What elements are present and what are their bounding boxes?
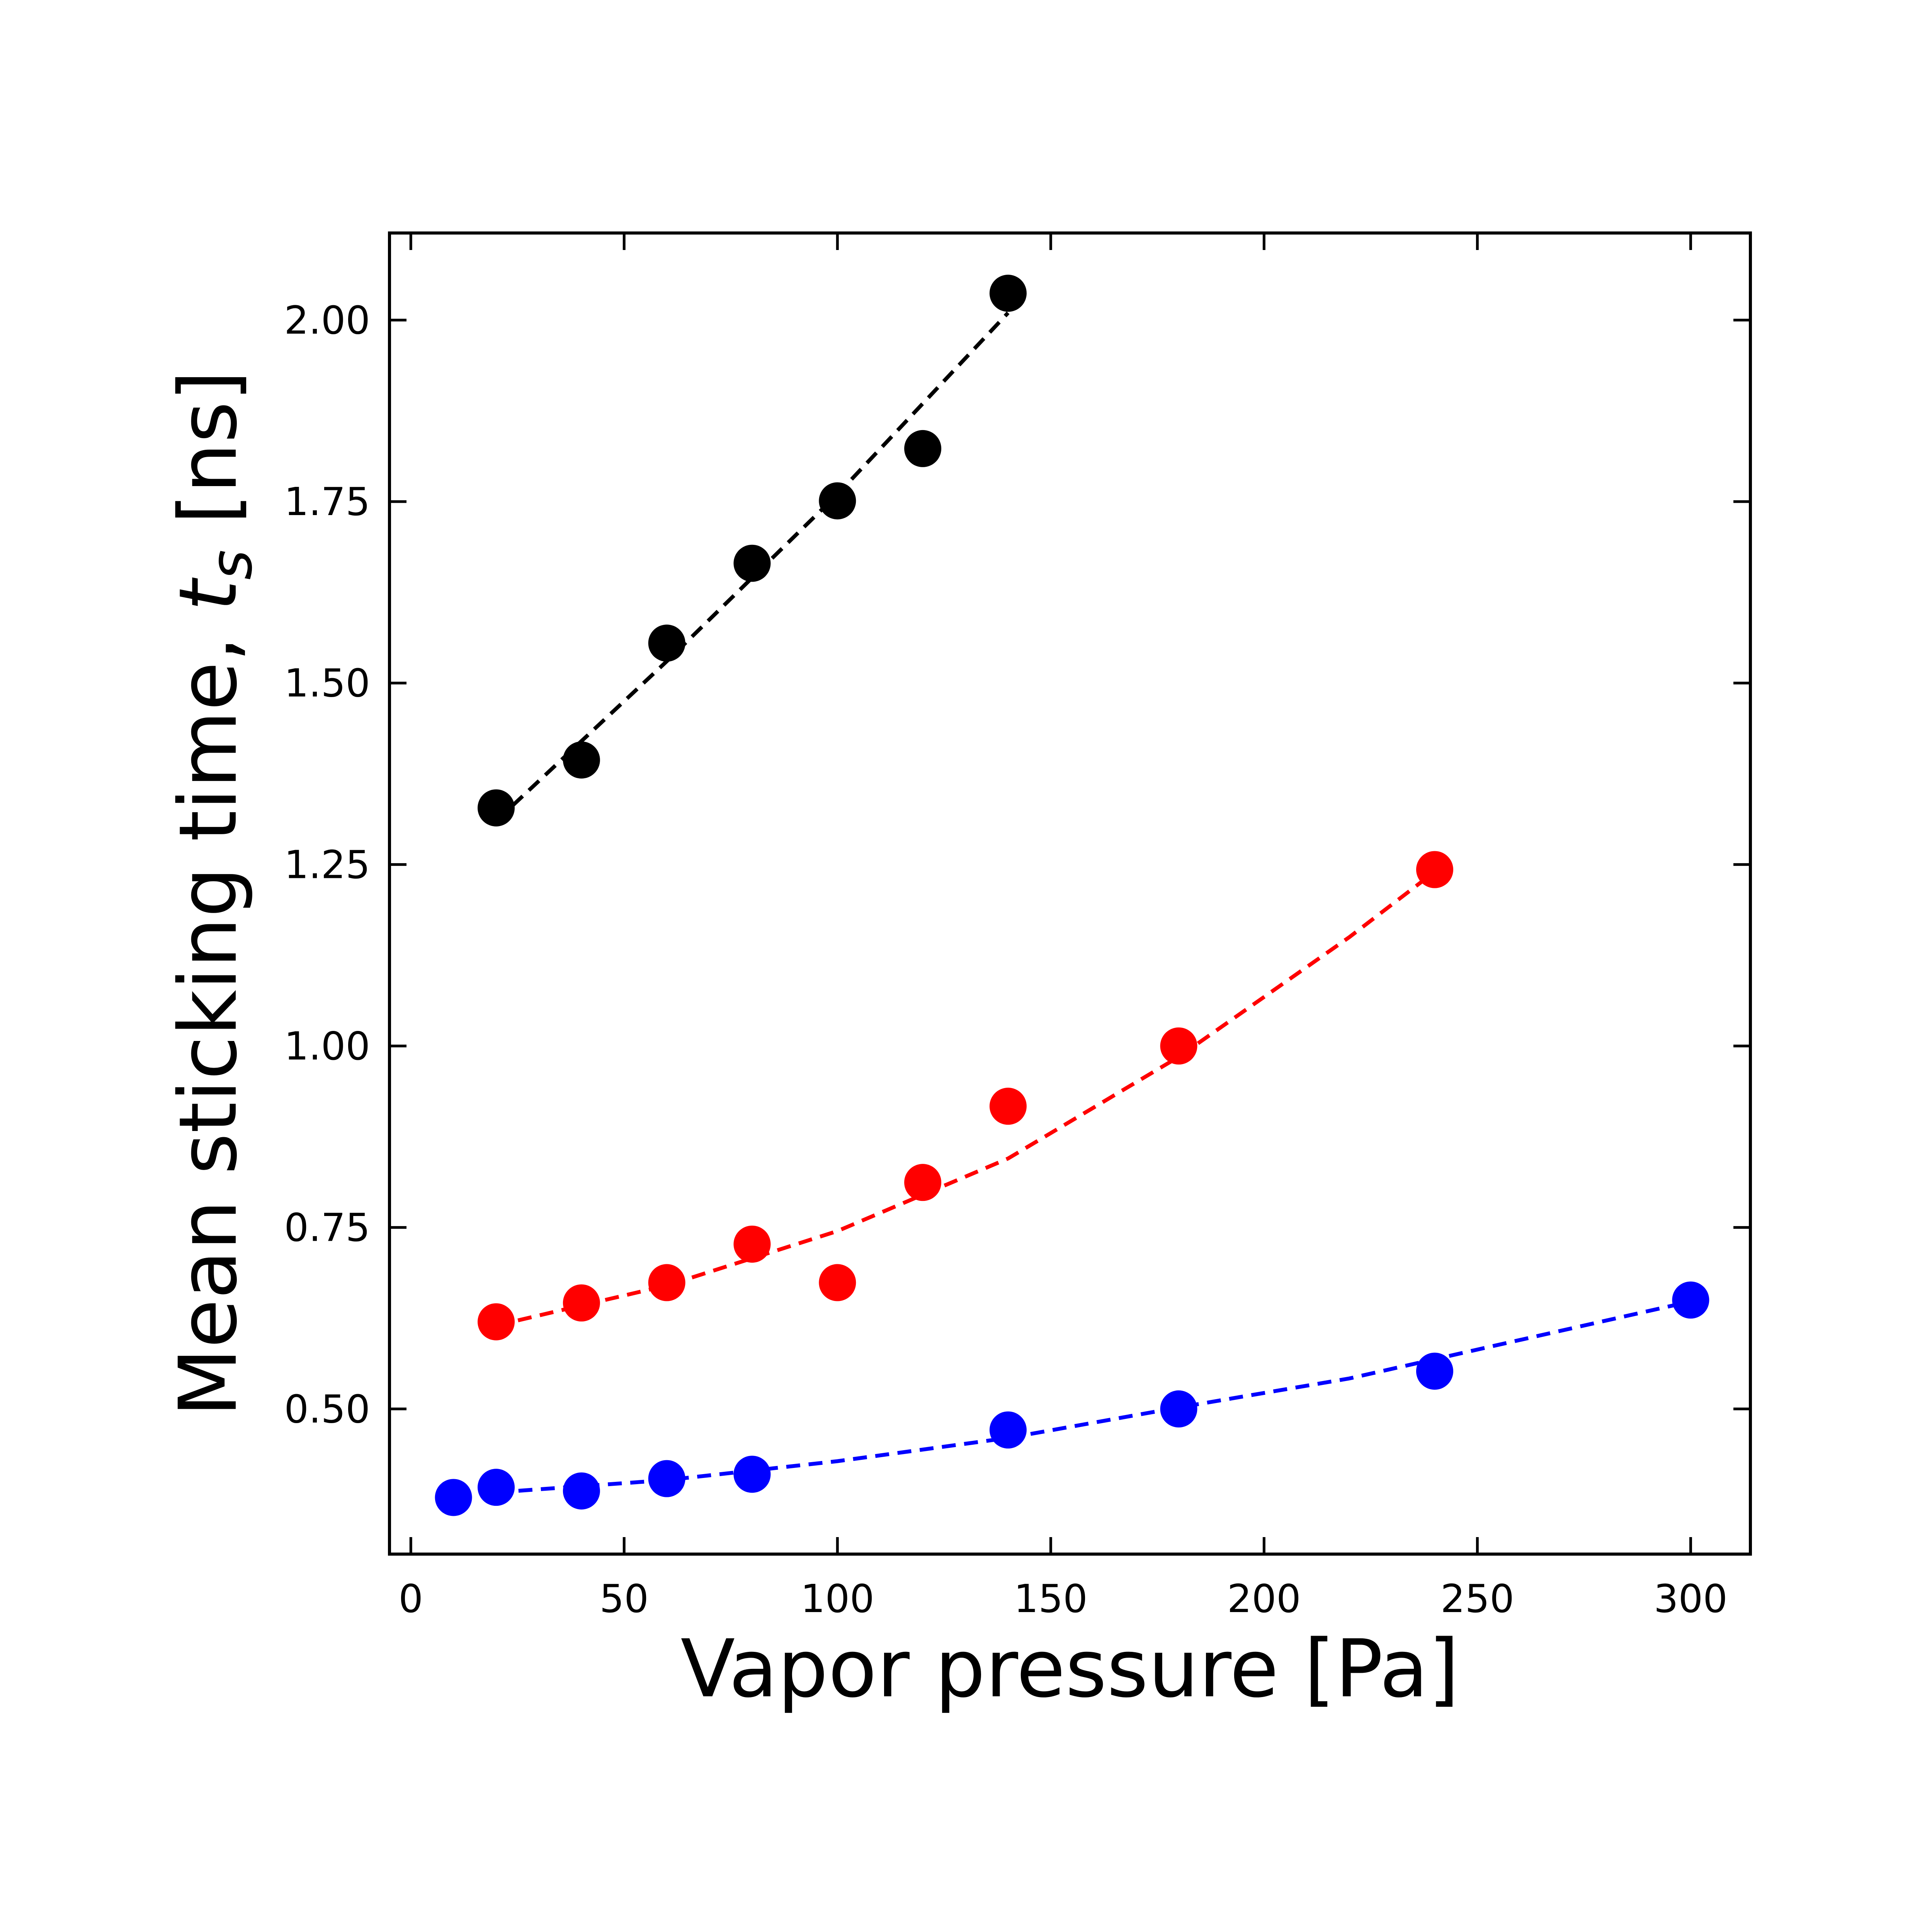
series-1-point [904,430,942,467]
series-2-point [733,1225,771,1263]
series-2-point [1416,851,1453,888]
x-tick-label: 250 [1440,1576,1514,1621]
series-3-point [478,1469,515,1506]
x-tick-label: 300 [1654,1576,1728,1621]
series-2-point [1160,1027,1197,1065]
series-3-point [563,1472,600,1510]
series-3-point [1160,1390,1197,1428]
series-1-point [648,624,685,662]
series-1-point [819,482,856,520]
x-tick-label: 150 [1014,1576,1088,1621]
series-1-point [478,789,515,827]
y-tick-label: 2.00 [284,298,370,343]
series-2-point [563,1284,600,1322]
series-2-point [648,1264,685,1301]
series-2-point [904,1164,942,1201]
plot-frame [388,231,1752,1556]
y-tick-label: 1.00 [284,1024,370,1069]
plot-area [435,274,1709,1516]
series-2-point [819,1264,856,1301]
series-3-point [435,1479,472,1516]
y-tick-label: 0.75 [284,1205,370,1250]
series-1-fit-line [495,311,1010,823]
series-3-point [989,1411,1027,1449]
x-tick-label: 200 [1227,1576,1301,1621]
x-tick-label: 50 [600,1576,649,1621]
y-axis-label-unit: [ns] [162,370,255,549]
y-axis-label-subscript: s [198,550,265,580]
series-3-point [733,1456,771,1493]
y-tick-label: 1.25 [284,842,370,887]
y-axis-label-text: Mean sticking time, [162,611,255,1417]
y-tick-label: 1.50 [284,661,370,706]
series-3-point [1416,1352,1453,1390]
y-tick-label: 1.75 [284,479,370,524]
x-axis-label: Vapor pressure [Pa] [680,1622,1459,1715]
x-tick-label: 0 [398,1576,423,1621]
series-3-point [648,1460,685,1497]
series-1-point [733,544,771,582]
x-tick-label: 100 [801,1576,874,1621]
series-2-point [989,1087,1027,1125]
ticks: 0 50 100 150 200 250 300 0.50 0.75 1.00 1.25 1.50 1.… [284,233,1750,1621]
series-1-point [563,741,600,779]
y-tick-label: 0.50 [284,1386,370,1432]
y-axis-label: Mean sticking time, ts [ns] [162,370,265,1417]
series-1-point [989,274,1027,312]
series-2-fit-line [495,870,1436,1328]
series-2-point [478,1303,515,1340]
y-axis-label-symbol: t [162,577,255,611]
series-3-point [1672,1281,1709,1319]
